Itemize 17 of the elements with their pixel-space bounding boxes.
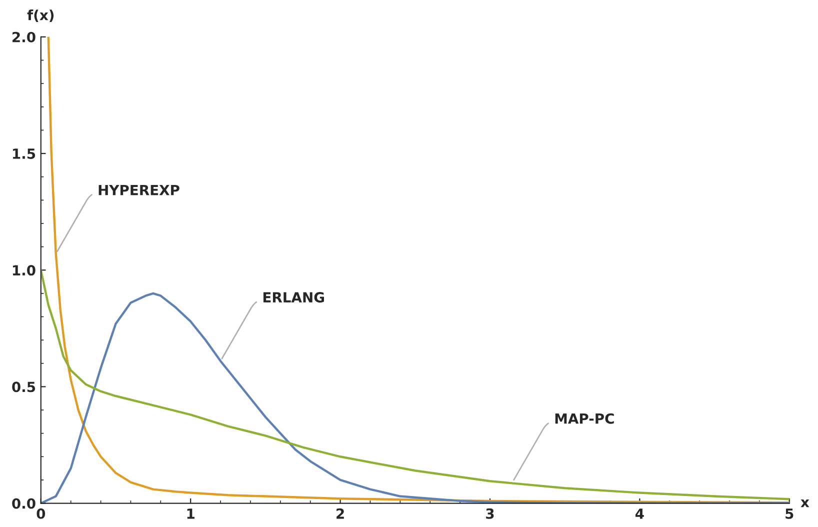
y-axis-title: f(x) [27,10,54,22]
annotation: MAP-PC [555,413,614,424]
line-series [47,36,790,504]
y-tick-label: 2.0 [12,32,36,42]
y-tick-label: 0.5 [12,382,36,392]
x-tick-label: 3 [486,508,494,519]
x-tick-label: 1 [187,508,194,519]
x-axis-title: x [800,500,810,508]
x-tick-label: 0 [36,508,46,519]
x-tick-label: 2 [336,508,344,519]
x-tick-label: 4 [635,508,644,519]
annotation: ERLANG [263,292,324,303]
annotation: HYPEREXP [98,184,180,196]
x-tick-label: 5 [786,508,794,519]
y-tick-label: 1.5 [13,148,36,159]
y-tick-label: 1.0 [13,265,36,276]
y-tick-label: 0.0 [12,498,36,509]
